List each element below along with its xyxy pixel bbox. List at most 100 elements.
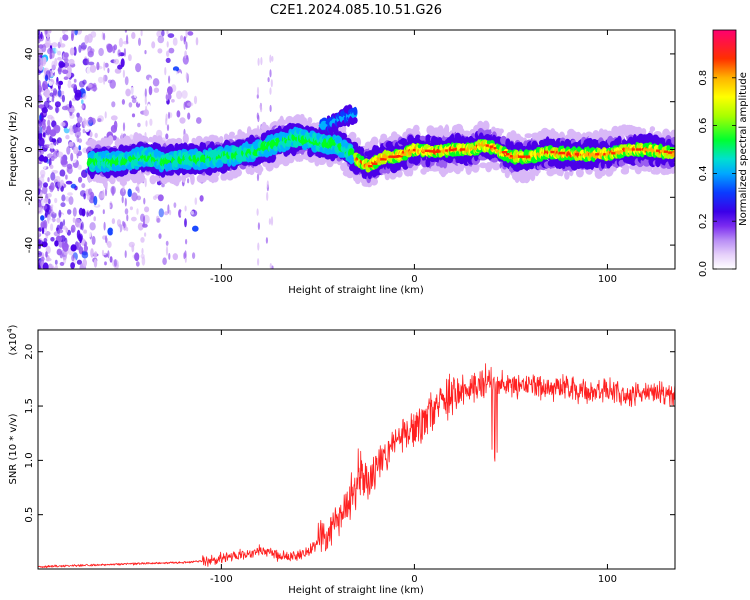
noise-streak — [266, 191, 269, 201]
noise-speckle — [70, 244, 77, 252]
noise-speckle — [47, 193, 52, 198]
ridge-cell — [564, 171, 570, 180]
noise-speckle — [78, 176, 83, 183]
noise-speckle — [38, 151, 41, 157]
noise-streak — [270, 216, 274, 226]
ridge-cell — [670, 129, 675, 139]
noise-streak — [165, 117, 168, 126]
noise-speckle — [172, 70, 178, 78]
noise-streak — [124, 30, 127, 33]
noise-speckle — [129, 69, 133, 76]
ridge-cell — [131, 143, 136, 150]
ridge-cell — [491, 162, 501, 171]
ridge-cell — [670, 166, 675, 174]
noise-speckle — [59, 169, 66, 177]
noise-speckle — [131, 244, 135, 253]
ridge-cell — [575, 167, 584, 178]
noise-speckle — [124, 95, 132, 101]
noise-speckle — [93, 258, 98, 268]
noise-speckle — [47, 263, 54, 269]
ridge-cell — [218, 136, 224, 144]
noise-speckle — [40, 256, 45, 262]
ridge-cell — [174, 174, 182, 183]
noise-speckle — [51, 60, 56, 70]
noise-speckle — [125, 88, 131, 97]
noise-speckle — [88, 212, 92, 217]
noise-speckle — [62, 69, 69, 75]
noise-speckle — [113, 120, 118, 130]
noise-speckle — [50, 172, 56, 181]
noise-speckle — [137, 96, 141, 104]
noise-speckle — [151, 41, 156, 49]
noise-speckle — [76, 259, 82, 265]
noise-streak — [123, 48, 126, 57]
noise-speckle — [38, 126, 43, 134]
noise-speckle — [109, 256, 113, 263]
noise-streak — [123, 221, 126, 229]
noise-speckle — [131, 98, 137, 104]
noise-speckle — [48, 144, 56, 149]
ridge-cell — [640, 128, 647, 136]
noise-streak — [185, 30, 188, 39]
noise-speckle — [107, 227, 114, 236]
noise-speckle — [90, 248, 94, 258]
noise-speckle — [89, 222, 96, 231]
noise-speckle — [88, 188, 93, 196]
noise-speckle — [185, 118, 192, 128]
noise-speckle — [78, 44, 82, 54]
noise-speckle — [62, 225, 67, 230]
noise-speckle — [41, 44, 47, 53]
noise-speckle — [59, 37, 63, 46]
noise-streak — [107, 250, 110, 259]
noise-streak — [144, 232, 147, 237]
noise-streak — [126, 227, 129, 232]
noise-speckle — [107, 241, 112, 248]
noise-speckle — [38, 207, 41, 212]
noise-speckle — [57, 50, 62, 56]
noise-speckle — [193, 95, 198, 105]
noise-speckle — [63, 76, 69, 80]
noise-speckle — [164, 211, 169, 216]
noise-speckle — [53, 124, 61, 134]
noise-streak — [124, 197, 127, 207]
noise-speckle — [166, 50, 170, 57]
noise-streak — [121, 195, 124, 204]
noise-streak — [185, 238, 188, 245]
noise-speckle — [70, 183, 77, 189]
ridge-cell — [146, 166, 151, 172]
ridge-cell — [137, 173, 146, 183]
noise-speckle — [38, 137, 45, 147]
noise-speckle — [61, 94, 65, 103]
noise-speckle — [38, 53, 41, 59]
noise-speckle — [172, 37, 178, 46]
noise-speckle — [168, 47, 175, 54]
noise-speckle — [128, 222, 135, 230]
noise-speckle — [181, 90, 188, 99]
noise-speckle — [78, 145, 81, 151]
noise-streak — [145, 120, 148, 127]
noise-speckle — [58, 80, 64, 86]
noise-speckle — [45, 251, 48, 258]
noise-speckle — [97, 76, 104, 84]
noise-speckle — [144, 206, 150, 213]
noise-speckle — [165, 240, 169, 246]
noise-speckle — [112, 45, 116, 54]
noise-speckle — [92, 82, 97, 92]
noise-streak — [126, 34, 129, 45]
noise-speckle — [114, 68, 122, 74]
noise-streak — [101, 249, 105, 257]
noise-speckle — [113, 58, 120, 65]
noise-streak — [184, 205, 187, 212]
noise-speckle — [46, 159, 50, 164]
noise-speckle — [42, 262, 49, 269]
noise-speckle — [68, 92, 75, 99]
ridge-cell — [443, 131, 451, 138]
noise-speckle — [74, 129, 81, 138]
chart-title: C2E1.2024.085.10.51.G26 — [270, 3, 442, 18]
noise-streak — [268, 218, 271, 225]
noise-speckle — [47, 30, 52, 34]
noise-speckle — [109, 79, 116, 89]
noise-speckle — [80, 221, 84, 231]
noise-speckle — [113, 259, 117, 267]
